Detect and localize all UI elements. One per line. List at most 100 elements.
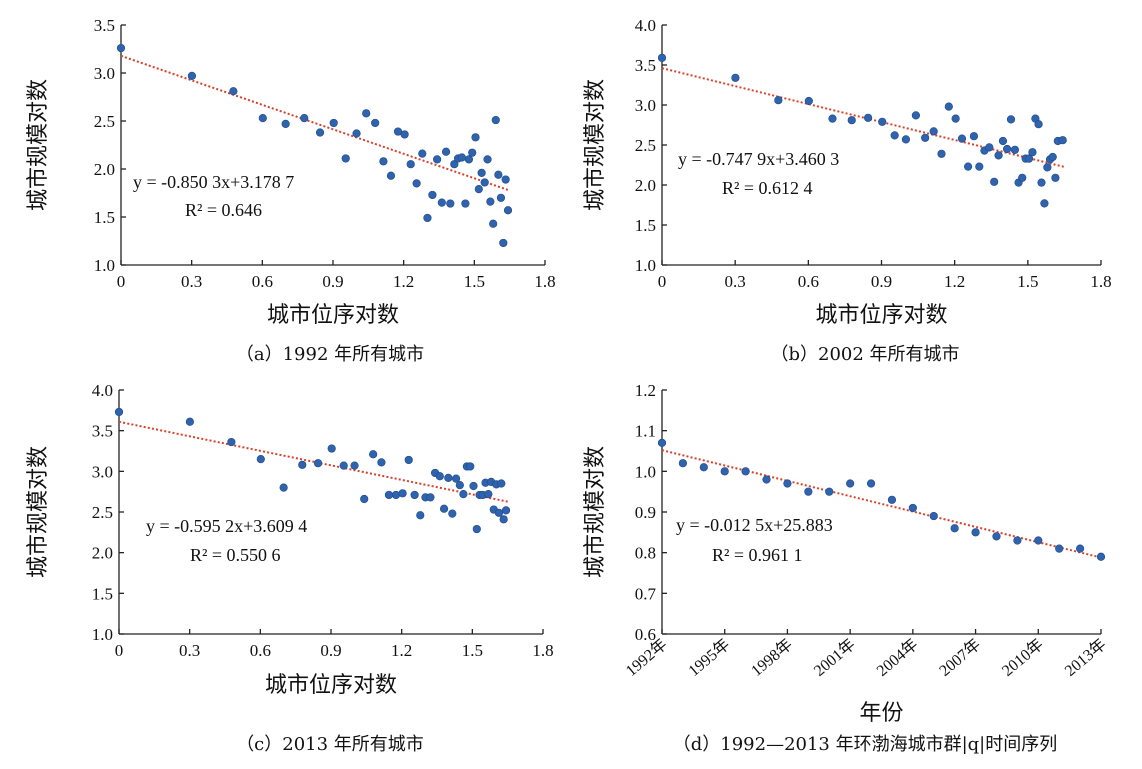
data-point [258, 114, 267, 123]
regression-equation: y = -0.012 5x+25.883 [676, 515, 833, 535]
y-tick-label: 1.5 [94, 208, 115, 227]
data-point [483, 155, 492, 164]
data-point [762, 475, 771, 484]
x-tick-label: 0.9 [320, 641, 341, 660]
data-point [489, 219, 498, 228]
y-tick-label: 2.0 [92, 544, 113, 563]
data-point [315, 128, 325, 137]
x-tick-label: 1.5 [462, 641, 483, 660]
data-point [426, 493, 435, 502]
y-tick-label: 4.0 [92, 381, 113, 400]
data-point [455, 481, 464, 490]
data-point [386, 171, 396, 180]
data-point [371, 118, 380, 128]
data-point [439, 504, 449, 513]
data-point [352, 129, 361, 138]
data-point [298, 460, 307, 469]
data-point [908, 503, 917, 513]
data-point [720, 467, 729, 476]
data-point [433, 155, 442, 164]
x-tick-label: 0.6 [252, 272, 273, 291]
data-point [944, 102, 953, 111]
data-point [360, 494, 369, 504]
chart-panel-c: 1.0 1.5 2.0 2.5 3.0 3.5 4.0 0 0.3 0.6 0.9 1.2 1.5 1.8… [26, 381, 554, 755]
x-tick-label: 0.6 [798, 272, 819, 291]
data-point [329, 118, 338, 128]
data-point [963, 162, 973, 171]
x-tick-label: 0 [117, 272, 126, 291]
data-point [992, 532, 1001, 541]
data-point [350, 461, 359, 470]
data-point [731, 73, 740, 82]
data-point [486, 197, 495, 206]
data-point [1034, 536, 1043, 545]
data-point [825, 487, 834, 496]
data-point [1028, 148, 1037, 157]
x-tick-label: 1.8 [534, 272, 555, 291]
r-squared-label: R² = 0.550 6 [190, 545, 281, 565]
data-point [496, 193, 506, 202]
data-point [950, 524, 959, 533]
data-point [1043, 163, 1052, 172]
data-point [1048, 152, 1057, 162]
y-tick-label: 3.0 [94, 64, 115, 83]
data-point [300, 114, 309, 123]
data-point [423, 213, 432, 223]
data-point [929, 127, 938, 136]
y-axis-label: 城市规模对数 [583, 79, 608, 211]
y-tick-label: 1.2 [635, 381, 656, 400]
data-point [461, 199, 470, 208]
x-tick-label: 1.5 [464, 272, 485, 291]
data-point [990, 177, 999, 186]
data-point [501, 506, 511, 515]
data-point [887, 495, 897, 504]
y-tick-label: 2.5 [92, 503, 113, 522]
data-point [969, 132, 979, 141]
y-tick-label: 4.0 [635, 16, 656, 35]
x-tick-label: 0.3 [181, 272, 202, 291]
data-point [804, 487, 813, 496]
data-point [400, 130, 409, 139]
y-tick-label: 0.7 [635, 584, 657, 603]
x-tick-label: 1.2 [944, 272, 965, 291]
data-point [327, 444, 336, 453]
data-point [114, 407, 124, 417]
data-point [464, 155, 474, 164]
data-point [437, 198, 446, 207]
data-point [929, 511, 938, 521]
data-point [1024, 154, 1034, 163]
data-point [937, 149, 946, 158]
data-point [863, 113, 873, 122]
data-point [468, 148, 477, 157]
x-tick-label: 0 [115, 641, 124, 660]
x-tick-label: 0.3 [179, 641, 200, 660]
data-point [499, 238, 508, 248]
data-point [428, 190, 437, 200]
data-point [451, 474, 461, 483]
data-point [472, 524, 481, 534]
y-tick-label: 3.0 [92, 462, 113, 481]
y-tick-label: 2.0 [635, 176, 656, 195]
chart-panel-a: 1.0 1.5 2.0 2.5 3.0 3.5 0 0.3 0.6 0.9 1.2 1.5 1.8 y =… [26, 16, 556, 365]
y-axis-label: 城市规模对数 [26, 446, 51, 578]
r-squared-label: R² = 0.612 4 [722, 178, 813, 198]
data-point [480, 178, 489, 187]
data-point [1055, 544, 1064, 553]
data-point [828, 114, 837, 123]
data-point [741, 467, 750, 476]
data-point [448, 509, 457, 518]
data-point [362, 109, 371, 118]
x-tick-label: 1.5 [1017, 272, 1038, 291]
chart-panel-b: 1.0 1.5 2.0 2.5 3.0 3.5 4.0 0 0.3 0.6 0.9 1.2 1.5 1.8… [583, 16, 1112, 365]
data-point [484, 490, 493, 499]
data-point [441, 147, 451, 156]
x-tick-label: 0.9 [322, 272, 343, 291]
data-point [474, 185, 483, 194]
x-tick-label: 0.6 [250, 641, 271, 660]
data-point [804, 96, 813, 106]
y-tick-label: 1.5 [92, 584, 113, 603]
y-tick-label: 3.5 [635, 56, 656, 75]
y-tick-label: 3.0 [635, 96, 656, 115]
